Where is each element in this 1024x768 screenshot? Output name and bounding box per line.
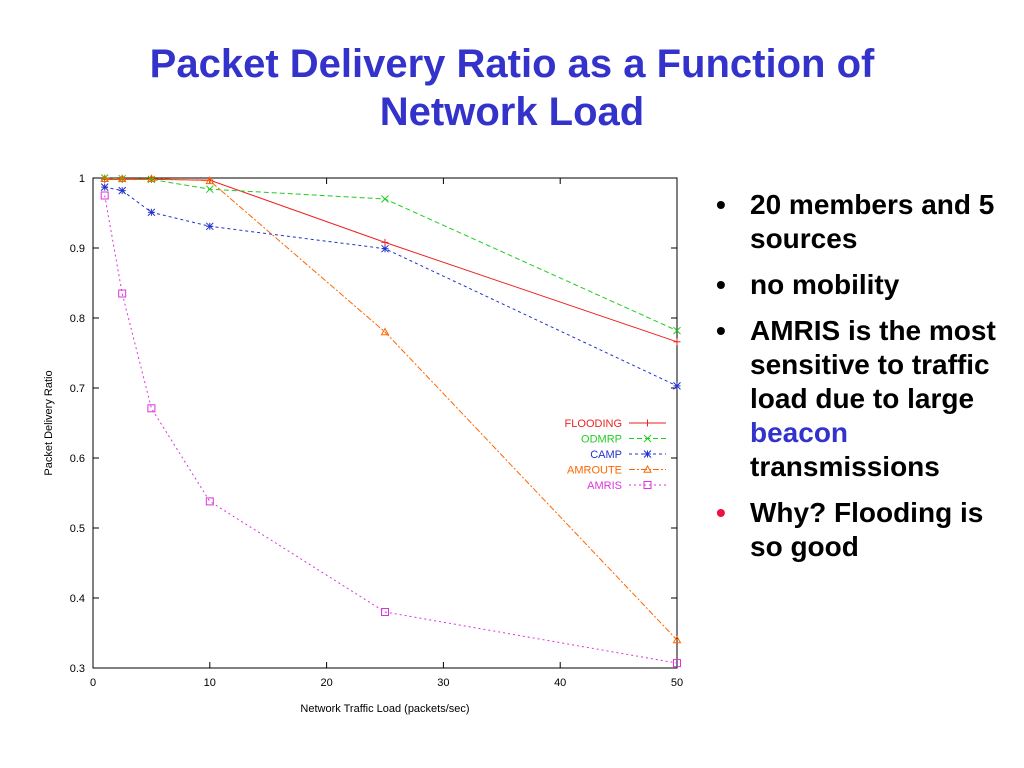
marker-shape	[100, 174, 110, 182]
y-tick-label: 0.9	[70, 243, 85, 255]
marker-shape	[643, 481, 652, 489]
bullet-list: • 20 members and 5 sources • no mobility •…	[712, 188, 1012, 576]
legend-label: CAMP	[590, 449, 622, 461]
data-point	[643, 464, 652, 473]
series-line	[104, 178, 678, 343]
y-tick-label: 0.7	[70, 383, 85, 395]
data-point	[381, 244, 389, 253]
bullet-item-emphasis: • Why? Flooding is so good	[716, 497, 984, 562]
bullet-text: 20 members and 5 sources	[750, 189, 995, 254]
legend-label: ODMRP	[581, 434, 622, 446]
title-line-1: Packet Delivery Ratio as a Function of	[149, 42, 875, 86]
beacon-highlight: beacon	[750, 417, 849, 448]
y-tick-label: 0.4	[70, 593, 85, 605]
data-point	[118, 186, 127, 195]
x-tick-label: 40	[554, 677, 566, 689]
marker-shape	[380, 327, 390, 336]
legend-label: AMRIS	[587, 480, 622, 492]
marker-stroke	[673, 382, 681, 390]
y-axis-label: Packet Delivery Ratio	[43, 370, 55, 475]
data-point	[205, 176, 215, 185]
data-point	[644, 419, 651, 427]
series-amris	[100, 191, 681, 668]
marker-shape	[672, 635, 682, 644]
bullet-text: AMRIS is the most sensitive to traffic l…	[750, 315, 996, 414]
marker-stroke	[643, 434, 652, 443]
marker-shape	[205, 176, 215, 185]
title-line-2: Network Load	[379, 90, 645, 134]
y-tick-label: 0.3	[70, 663, 85, 675]
bullet-text: transmissions	[750, 451, 940, 482]
marker-stroke	[381, 244, 389, 253]
y-tick-label: 0.8	[70, 313, 85, 325]
data-point	[100, 174, 110, 182]
series-flooding	[101, 175, 681, 346]
marker-stroke	[100, 183, 109, 191]
x-tick-label: 30	[437, 677, 449, 689]
data-point	[673, 659, 681, 668]
data-point	[147, 174, 156, 182]
y-tick-label: 1	[79, 173, 85, 185]
marker-shape	[205, 497, 214, 506]
marker-stroke	[643, 450, 652, 458]
marker-stroke	[205, 222, 214, 231]
data-point	[205, 185, 214, 194]
data-point	[643, 434, 652, 443]
data-point	[381, 195, 389, 203]
marker-shape	[147, 404, 156, 413]
plot-frame	[92, 177, 678, 669]
data-point	[117, 174, 127, 182]
x-tick-label: 10	[204, 677, 216, 689]
data-point	[100, 183, 109, 191]
data-point	[147, 208, 156, 217]
x-tick-label: 20	[320, 677, 332, 689]
series-line	[104, 186, 678, 387]
marker-shape	[100, 191, 109, 200]
data-point	[672, 635, 682, 644]
bullet-item: • AMRIS is the most sensitive to traffic …	[716, 315, 996, 482]
marker-shape	[381, 608, 389, 616]
bullet-text: Why? Flooding is so good	[750, 497, 984, 562]
series-camp	[100, 183, 681, 390]
marker-stroke	[205, 185, 214, 194]
marker-stroke	[381, 195, 389, 203]
marker-stroke	[673, 326, 681, 335]
bullet-item: • 20 members and 5 sources	[716, 189, 995, 254]
marker-shape	[118, 289, 127, 298]
data-point	[673, 338, 681, 346]
marker-shape	[643, 464, 652, 473]
data-point	[643, 481, 652, 489]
marker-shape	[673, 659, 681, 668]
series-odmrp	[100, 174, 681, 335]
data-point	[380, 327, 390, 336]
data-point	[381, 238, 389, 246]
data-point	[100, 191, 109, 200]
marker-shape	[147, 174, 156, 182]
marker-shape	[117, 174, 127, 182]
marker-stroke	[147, 208, 156, 217]
data-point	[205, 222, 214, 231]
legend-label: FLOODING	[565, 418, 622, 430]
data-point	[673, 382, 681, 390]
data-point	[147, 404, 156, 413]
series-line	[104, 178, 678, 641]
marker-stroke	[118, 186, 127, 195]
slide-title: Packet Delivery Ratio as a Function of N…	[60, 40, 964, 136]
y-tick-label: 0.5	[70, 523, 85, 535]
data-point	[118, 289, 127, 298]
x-tick-label: 50	[671, 677, 683, 689]
data-point	[673, 326, 681, 335]
data-point	[381, 608, 389, 616]
bullet-item: • no mobility	[716, 269, 900, 300]
bullet-text: no mobility	[750, 269, 900, 300]
x-axis-label: Network Traffic Load (packets/sec)	[300, 703, 469, 715]
data-point	[205, 497, 214, 506]
legend-label: AMROUTE	[567, 465, 622, 477]
series-line	[104, 177, 678, 332]
y-tick-label: 0.6	[70, 453, 85, 465]
data-point	[643, 450, 652, 458]
x-tick-label: 0	[90, 677, 96, 689]
series-amroute	[100, 174, 682, 644]
